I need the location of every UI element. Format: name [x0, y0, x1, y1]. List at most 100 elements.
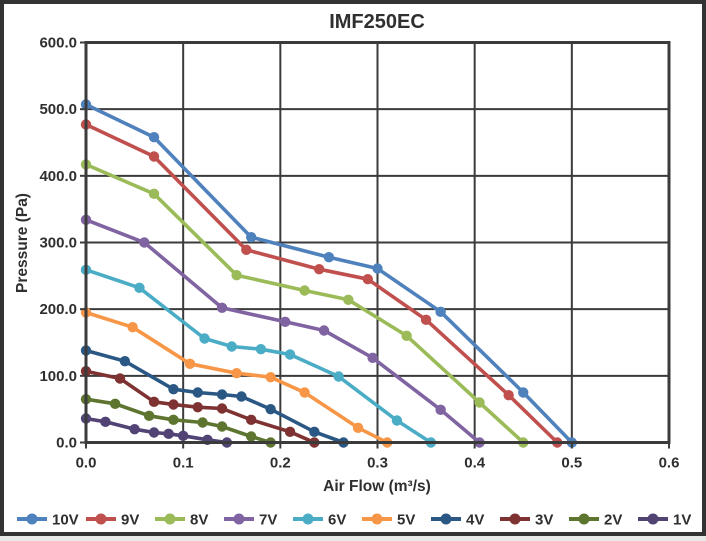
- legend-label-6V: 6V: [328, 512, 346, 529]
- legend-item-10V: 10V: [17, 512, 79, 529]
- series-4V: [80, 345, 349, 448]
- legend-marker-7V: [233, 513, 245, 525]
- series-line-5V: [84, 310, 389, 445]
- data-point-9V: [314, 263, 325, 275]
- series-9V: [80, 119, 563, 448]
- data-point-6V: [391, 415, 403, 426]
- data-point-8V: [474, 397, 485, 408]
- legend-item-4V: 4V: [431, 512, 484, 529]
- data-point-2V: [143, 410, 155, 422]
- x-tick-label: 0.2: [270, 455, 291, 472]
- data-point-9V: [420, 314, 432, 326]
- legend-label-10V: 10V: [52, 512, 79, 529]
- data-point-1V: [177, 430, 189, 442]
- legend-marker-9V: [95, 513, 107, 525]
- data-point-4V: [236, 391, 247, 402]
- data-point-1V: [100, 416, 111, 428]
- legend-label-9V: 9V: [121, 512, 139, 529]
- data-point-6V: [226, 341, 237, 352]
- data-point-4V: [119, 355, 131, 367]
- series-3V: [80, 365, 320, 448]
- data-point-8V: [299, 285, 310, 296]
- axis-layer: 0.0 0.1 0.2 0.3 0.4 0.5 0.6 0.0 100.0 200.0 300.0 4…: [39, 35, 679, 472]
- data-point-5V: [265, 371, 276, 383]
- data-point-10V: [372, 263, 383, 274]
- data-point-2V: [216, 421, 228, 432]
- x-tick-label: 0.1: [173, 455, 194, 472]
- data-point-2V: [168, 414, 179, 426]
- data-point-6V: [255, 343, 267, 355]
- series-7V: [80, 214, 485, 448]
- data-point-8V: [401, 330, 412, 342]
- legend-item-1V: 1V: [638, 512, 691, 529]
- legend-marker-10V: [26, 513, 38, 525]
- legend-layer: 10V 9V 8V 7V 6V 5V 4V 3V 2V 1V: [17, 512, 691, 529]
- data-point-4V: [168, 383, 179, 395]
- data-point-7V: [279, 316, 291, 328]
- data-point-5V: [299, 387, 310, 398]
- data-point-6V: [333, 371, 344, 382]
- data-point-3V: [245, 414, 257, 426]
- data-point-10V: [245, 231, 257, 243]
- y-tick-label: 100.0: [39, 368, 77, 385]
- data-point-10V: [323, 251, 335, 263]
- legend-label-5V: 5V: [397, 512, 415, 529]
- data-point-7V: [139, 237, 150, 248]
- data-point-10V: [435, 306, 446, 318]
- data-point-4V: [192, 387, 203, 398]
- data-point-8V: [343, 294, 354, 306]
- data-point-1V: [129, 423, 140, 435]
- data-point-6V: [284, 349, 296, 360]
- legend-item-3V: 3V: [500, 512, 553, 529]
- legend-label-7V: 7V: [259, 512, 277, 529]
- chart-title: IMF250EC: [329, 11, 425, 33]
- legend-label-4V: 4V: [466, 512, 484, 529]
- data-point-9V: [241, 244, 252, 256]
- legend-label-3V: 3V: [535, 512, 553, 529]
- data-point-3V: [148, 396, 160, 408]
- y-tick-label: 600.0: [39, 35, 77, 52]
- data-point-3V: [168, 399, 179, 410]
- legend-item-6V: 6V: [293, 512, 346, 529]
- data-point-3V: [216, 403, 228, 414]
- legend-item-2V: 2V: [569, 512, 622, 529]
- legend-label-8V: 8V: [190, 512, 208, 529]
- legend-item-9V: 9V: [86, 512, 139, 529]
- series-line-8V: [84, 162, 526, 445]
- data-point-5V: [231, 367, 242, 379]
- series-line-9V: [84, 122, 560, 445]
- data-point-5V: [184, 358, 196, 370]
- data-point-9V: [503, 389, 514, 401]
- x-tick-label: 0.6: [659, 455, 680, 472]
- legend-item-5V: 5V: [362, 512, 415, 529]
- y-tick-label: 500.0: [39, 101, 77, 118]
- data-point-8V: [148, 188, 160, 200]
- legend-marker-8V: [164, 513, 176, 525]
- legend-marker-6V: [302, 513, 314, 525]
- data-point-8V: [231, 269, 242, 281]
- x-tick-label: 0.0: [76, 455, 97, 472]
- legend-marker-1V: [647, 513, 659, 525]
- x-tick-label: 0.3: [367, 455, 388, 472]
- x-tick-label: 0.4: [464, 455, 486, 472]
- y-tick-label: 0.0: [56, 435, 77, 452]
- data-point-2V: [109, 398, 121, 410]
- x-tick-label: 0.5: [561, 455, 582, 472]
- legend-marker-2V: [578, 513, 590, 525]
- series-line-7V: [84, 218, 482, 445]
- data-point-4V: [216, 389, 228, 400]
- data-point-10V: [148, 131, 160, 143]
- data-point-4V: [265, 403, 276, 415]
- data-point-2V: [197, 417, 208, 428]
- y-axis-title: Pressure (Pa): [14, 193, 31, 293]
- data-point-10V: [518, 387, 529, 398]
- data-point-1V: [148, 427, 160, 438]
- data-point-1V: [163, 428, 174, 440]
- data-point-3V: [192, 401, 203, 413]
- legend-marker-4V: [440, 513, 452, 525]
- data-point-7V: [367, 352, 378, 364]
- data-point-7V: [435, 404, 446, 416]
- series-1V: [80, 413, 233, 448]
